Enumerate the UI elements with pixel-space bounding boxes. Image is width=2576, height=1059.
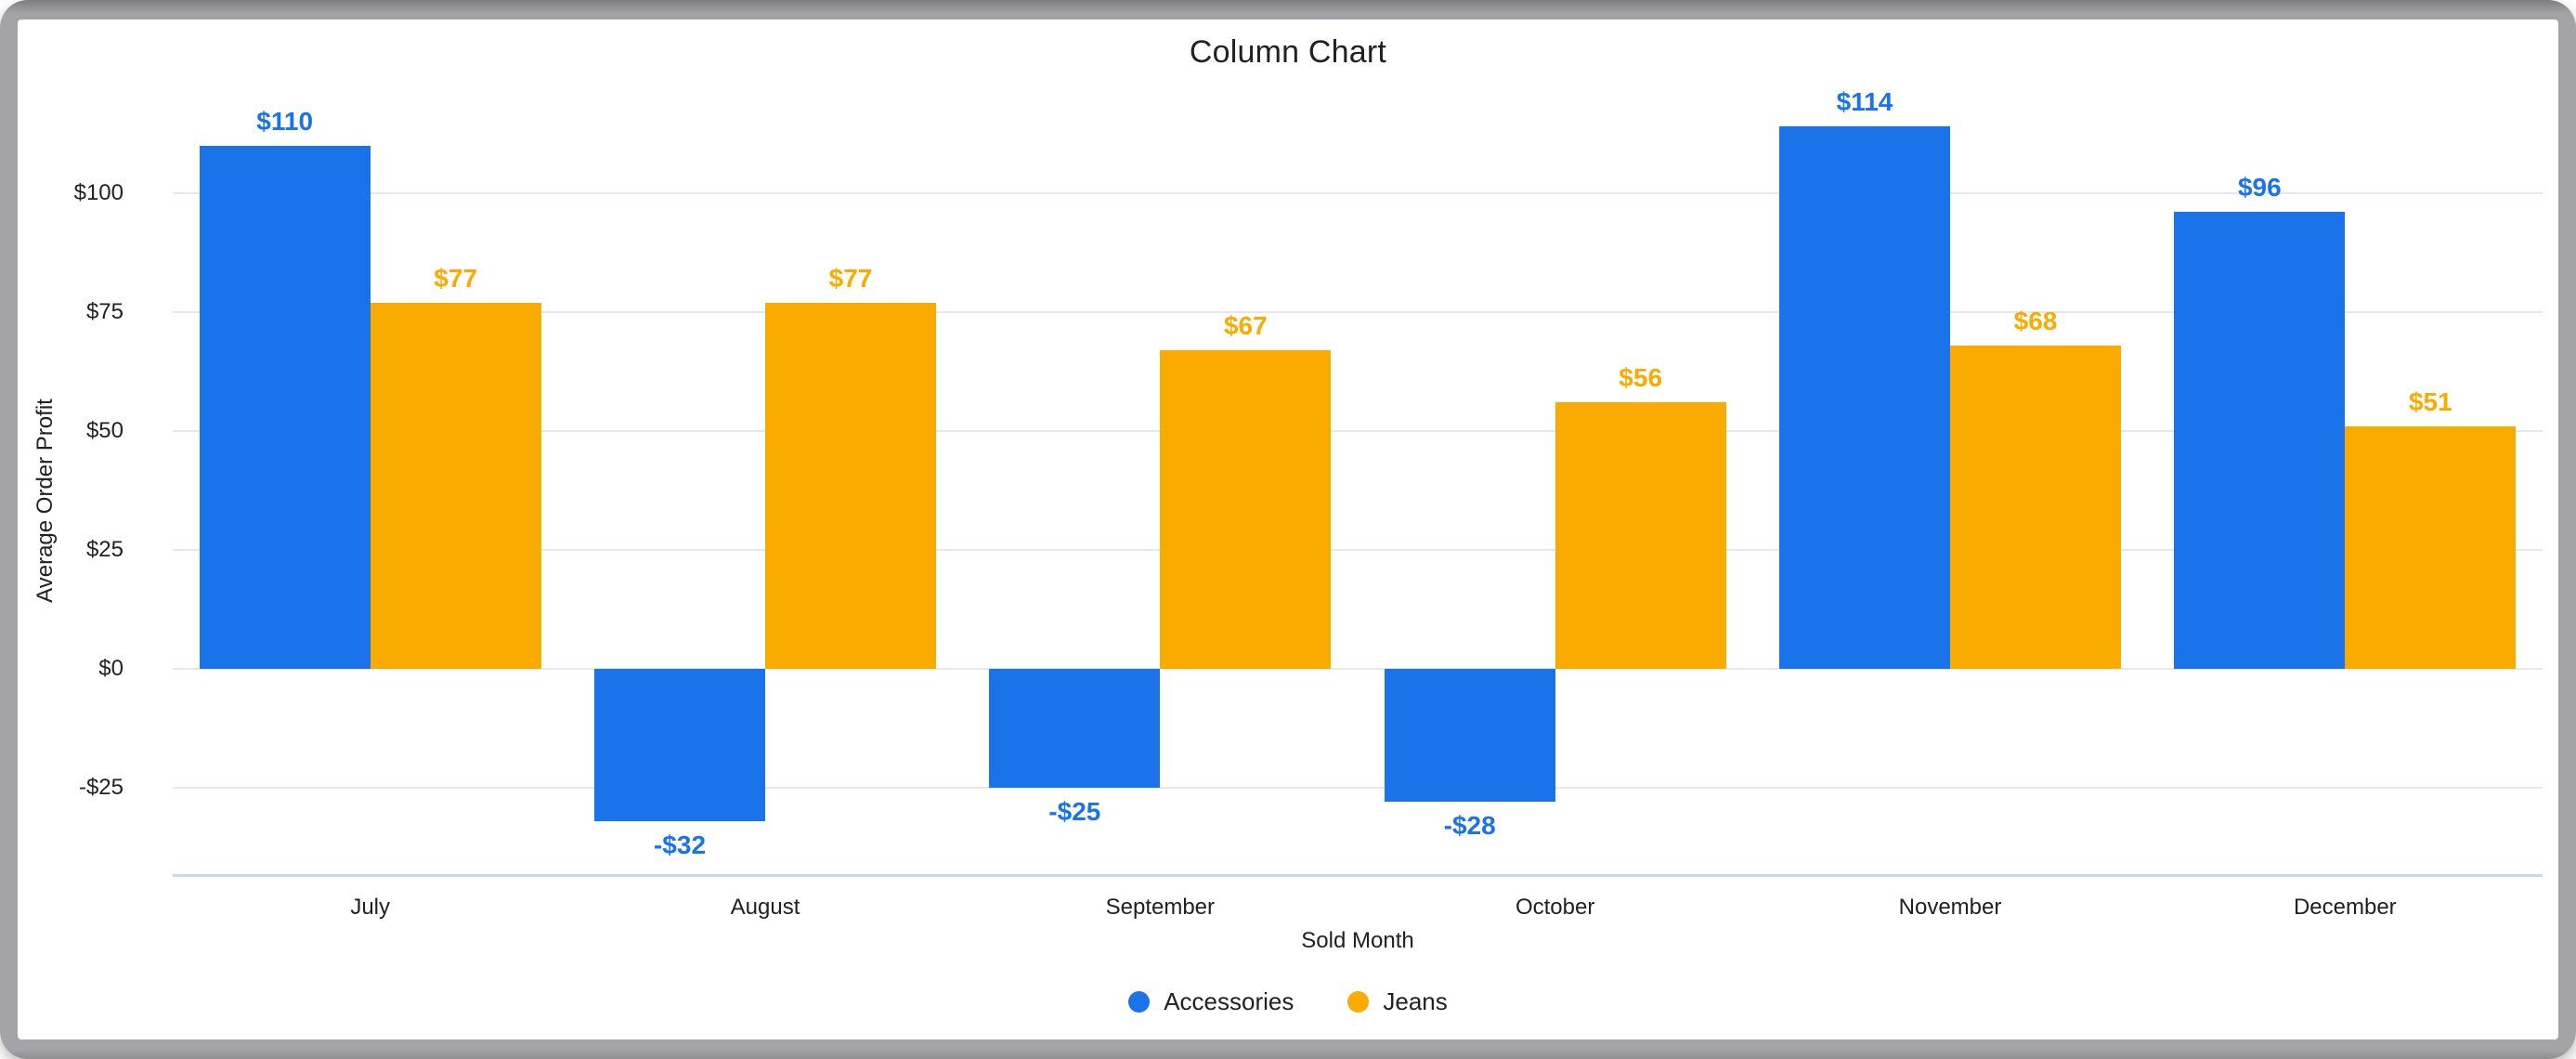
legend-dot-accessories	[1128, 991, 1151, 1013]
value-label-jeans-september: $67	[1223, 310, 1268, 340]
gridline	[173, 787, 2543, 789]
legend-label-accessories: Accessories	[1164, 987, 1295, 1015]
x-tick-label-september: September	[1105, 895, 1216, 920]
y-tick-label: -$25	[78, 775, 124, 800]
y-tick-label: $75	[85, 299, 124, 324]
x-axis-title: Sold Month	[1301, 928, 1414, 953]
x-tick-label-july: July	[350, 895, 390, 920]
bar-accessories-november[interactable]	[1779, 126, 1950, 669]
legend: Accessories Jeans	[18, 987, 2558, 1016]
bar-accessories-september[interactable]	[989, 669, 1161, 788]
bar-jeans-september[interactable]	[1160, 349, 1332, 669]
x-tick-label-december: December	[2293, 895, 2397, 920]
legend-dot-jeans	[1347, 991, 1370, 1013]
plot-area: $100 $75 $50 $25 $0 -$25 $110 $77 July -$32 $77 Aug…	[18, 20, 2558, 1039]
y-tick-label: $25	[85, 537, 124, 562]
bar-accessories-october[interactable]	[1384, 669, 1555, 803]
value-label-jeans-december: $51	[2408, 386, 2452, 416]
value-label-accessories-september: -$25	[1048, 797, 1101, 826]
legend-label-jeans: Jeans	[1383, 987, 1448, 1015]
value-label-accessories-november: $114	[1836, 87, 1893, 117]
y-tick-label: $0	[98, 656, 124, 681]
value-label-jeans-july: $77	[434, 263, 478, 293]
x-axis-line	[173, 874, 2543, 877]
bar-jeans-october[interactable]	[1555, 402, 1726, 669]
bar-jeans-december[interactable]	[2345, 425, 2517, 669]
bar-accessories-december[interactable]	[2174, 212, 2346, 669]
x-tick-label-august: August	[730, 895, 800, 920]
legend-item-jeans[interactable]: Jeans	[1347, 987, 1448, 1016]
value-label-accessories-july: $110	[256, 106, 314, 136]
value-label-jeans-august: $77	[828, 263, 873, 293]
gridline	[173, 430, 2543, 432]
value-label-jeans-october: $56	[1619, 363, 1663, 393]
gridline	[173, 668, 2543, 670]
chart-title: Column Chart	[1189, 34, 1387, 70]
bar-jeans-november[interactable]	[1950, 345, 2121, 669]
value-label-accessories-october: -$28	[1443, 811, 1496, 841]
bar-accessories-august[interactable]	[594, 669, 765, 821]
x-tick-label-october: October	[1515, 895, 1595, 920]
bar-accessories-july[interactable]	[199, 145, 371, 669]
value-label-accessories-august: -$32	[653, 830, 707, 859]
y-tick-label: $100	[73, 180, 124, 205]
y-tick-label: $50	[85, 418, 124, 443]
bar-jeans-july[interactable]	[370, 302, 541, 669]
chart-card: Column Chart Average Order Profit $100 $7…	[18, 20, 2558, 1039]
value-label-accessories-december: $96	[2237, 173, 2282, 203]
gridline	[173, 311, 2543, 313]
bar-jeans-august[interactable]	[765, 302, 936, 669]
legend-item-accessories[interactable]: Accessories	[1128, 987, 1294, 1016]
gridline	[173, 192, 2543, 194]
value-label-jeans-november: $68	[2013, 306, 2058, 335]
x-tick-label-november: November	[1898, 895, 2002, 920]
gridline	[173, 549, 2543, 551]
